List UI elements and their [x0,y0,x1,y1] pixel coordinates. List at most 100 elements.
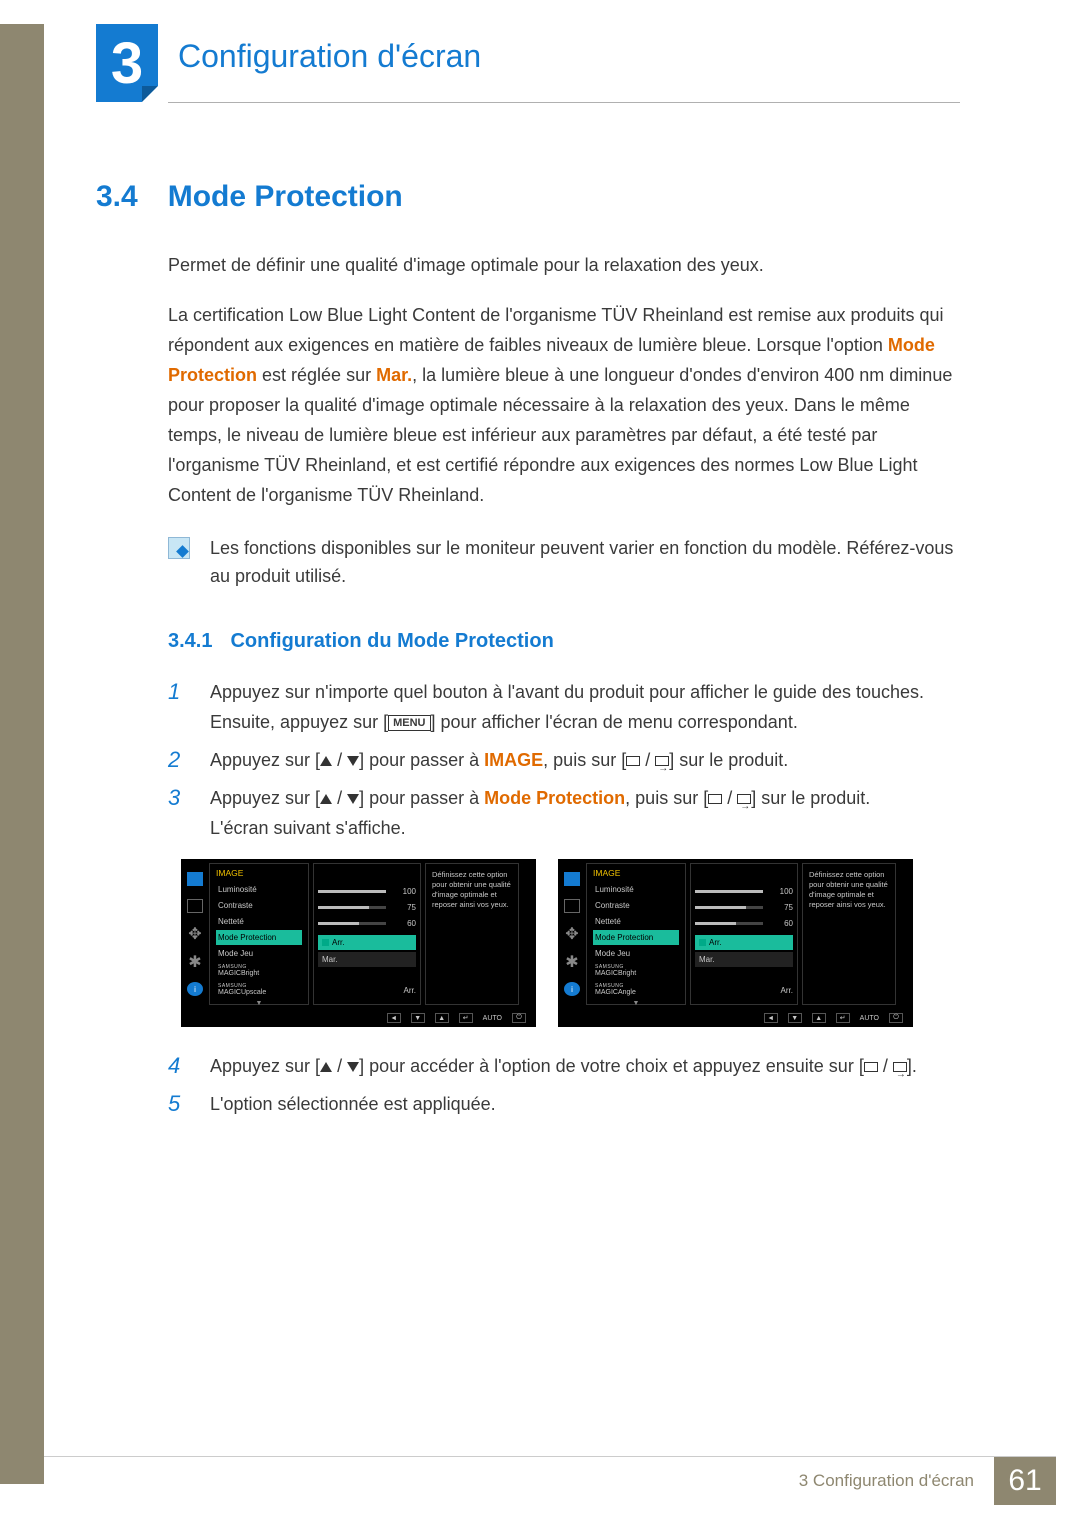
step-body: L'option sélectionnée est appliquée. [210,1089,958,1119]
enter-icon [655,756,669,766]
body-text: La certification Low Blue Light Content … [168,305,944,355]
value-net: 60 [407,919,416,928]
subsection-heading: 3.4.1 Configuration du Mode Protection [168,630,958,653]
note-icon [168,537,190,559]
osd-row-magic-angle: SAMSUNGMAGICAngle [593,981,679,999]
dropdown-value: Arr. [709,938,721,947]
body-paragraph: La certification Low Blue Light Content … [168,300,958,510]
osd-row-nettete: Netteté [216,914,302,929]
list-icon [564,899,580,913]
step-text: ] pour accéder à l'option de votre choix… [359,1056,864,1076]
highlight-image: IMAGE [484,750,543,770]
rect-icon [864,1062,878,1072]
magic-label: MAGIC [595,970,618,977]
back-icon: ◄ [764,1013,778,1023]
value-lum: 100 [780,887,793,896]
value-con: 75 [784,903,793,912]
osd-panel-1: ✥ ✱ i IMAGE Luminosité Contraste Netteté… [181,859,536,1027]
subsection-title: Configuration du Mode Protection [230,630,553,653]
rect-icon [708,794,722,804]
value-arr: Arr. [695,986,793,995]
osd-screenshots: ✥ ✱ i IMAGE Luminosité Contraste Netteté… [181,859,958,1027]
down-icon [347,794,359,804]
step-2: 2 Appuyez sur [ / ] pour passer à IMAGE,… [168,745,958,775]
magic-suffix: Upscale [241,989,266,996]
step-number: 3 [168,783,188,843]
osd-dropdown-arr: Arr. [318,935,416,950]
step-text: Appuyez sur [ [210,788,320,808]
highlight-mode-protection: Mode Protection [484,788,625,808]
section-heading: 3.4 Mode Protection [96,180,958,214]
auto-label: AUTO [860,1013,879,1023]
rect-icon [626,756,640,766]
power-icon: ⏻ [512,1013,526,1023]
step-text: ] sur le produit. [751,788,870,808]
step-number: 5 [168,1089,188,1119]
magic-suffix: Bright [241,970,259,977]
magic-label: MAGIC [218,989,241,996]
body-text: , la lumière bleue à une longueur d'onde… [168,365,952,505]
osd-row-luminosite: Luminosité [216,882,302,897]
info-icon: i [564,982,580,996]
highlight-mar: Mar. [376,365,412,385]
section-title: Mode Protection [168,180,403,214]
step-text: , puis sur [ [543,750,626,770]
enter-icon: ↵ [459,1013,473,1023]
chapter-number: 3 [111,30,143,97]
osd-row-contraste: Contraste [593,898,679,913]
magic-label: MAGIC [218,970,241,977]
osd-title: IMAGE [216,868,302,878]
move-icon: ✥ [564,927,580,941]
osd-row-luminosite: Luminosité [593,882,679,897]
scroll-down-icon: ▼ [593,1000,679,1007]
steps-list-2: 4 Appuyez sur [ / ] pour accéder à l'opt… [168,1051,958,1119]
step-text: ] pour passer à [359,788,484,808]
dropdown-value: Arr. [332,938,344,947]
step-number: 2 [168,745,188,775]
check-icon [322,939,329,946]
note-text: Les fonctions disponibles sur le moniteu… [210,534,958,590]
osd-panel-2: ✥ ✱ i IMAGE Luminosité Contraste Netteté… [558,859,913,1027]
chapter-title: Configuration d'écran [158,24,481,75]
step-text: ] sur le produit. [669,750,788,770]
value-lum: 100 [403,887,416,896]
value-arr: Arr. [318,986,416,995]
monitor-icon [564,872,580,886]
power-icon: ⏻ [889,1013,903,1023]
step-5: 5 L'option sélectionnée est appliquée. [168,1089,958,1119]
auto-label: AUTO [483,1013,502,1023]
value-net: 60 [784,919,793,928]
chapter-badge: 3 [96,24,158,102]
step-1: 1 Appuyez sur n'importe quel bouton à l'… [168,677,958,737]
step-3: 3 Appuyez sur [ / ] pour passer à Mode P… [168,783,958,843]
osd-values: 100 75 60 Arr. Mar. Arr. [313,863,421,1005]
step-number: 1 [168,677,188,737]
step-text: Appuyez sur [ [210,750,320,770]
down-icon [347,1062,359,1072]
sidebar-stripe [0,24,44,1484]
down-icon: ▼ [788,1013,802,1023]
gear-icon: ✱ [564,955,580,969]
footer-label: 3 Configuration d'écran [779,1457,994,1505]
magic-suffix: Bright [618,970,636,977]
page-header: 3 Configuration d'écran [96,24,996,102]
osd-row-contraste: Contraste [216,898,302,913]
osd-side-icons: ✥ ✱ i [558,859,586,1009]
back-icon: ◄ [387,1013,401,1023]
step-number: 4 [168,1051,188,1081]
osd-menu-list: IMAGE Luminosité Contraste Netteté Mode … [209,863,309,1005]
up-icon [320,1062,332,1072]
steps-list: 1 Appuyez sur n'importe quel bouton à l'… [168,677,958,843]
step-text: ]. [907,1056,917,1076]
enter-icon: ↵ [836,1013,850,1023]
monitor-icon [187,872,203,886]
step-text: Appuyez sur [ [210,1056,320,1076]
menu-icon: MENU [388,715,430,731]
step-body: Appuyez sur [ / ] pour passer à IMAGE, p… [210,745,958,775]
content-area: 3.4 Mode Protection Permet de définir un… [96,180,958,1127]
step-text: ] pour afficher l'écran de menu correspo… [431,712,798,732]
magic-suffix: Angle [618,989,636,996]
section-number: 3.4 [96,180,138,214]
up-icon [320,756,332,766]
step-4: 4 Appuyez sur [ / ] pour accéder à l'opt… [168,1051,958,1081]
